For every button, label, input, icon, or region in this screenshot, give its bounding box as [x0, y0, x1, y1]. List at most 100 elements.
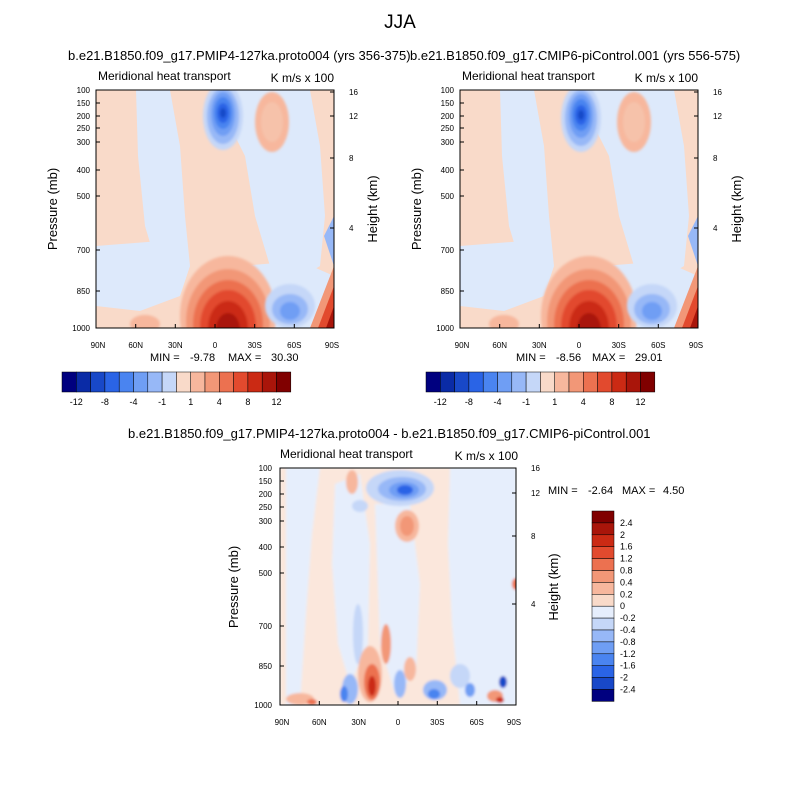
- colorbar-swatch: [497, 371, 513, 393]
- colorbar-label: 8: [245, 397, 250, 406]
- panel-2-min-label: MIN =: [516, 352, 546, 364]
- y-tick: 1000: [436, 324, 454, 333]
- colorbar-swatch: [591, 546, 615, 559]
- y2-tick: 4: [713, 224, 718, 233]
- panel-2-title: b.e21.B1850.f09_g17.CMIP6-piControl.001 …: [410, 48, 741, 63]
- y-tick: 150: [77, 99, 91, 108]
- panel-1-max-value: 30.30: [271, 352, 299, 364]
- y-tick: 250: [77, 124, 91, 133]
- y2-tick: 8: [349, 154, 354, 163]
- panel-3-ylabel: Pressure (mb): [226, 546, 241, 628]
- y-tick: 300: [77, 138, 91, 147]
- colorbar-label: 12: [271, 397, 281, 406]
- colorbar-swatch: [104, 371, 120, 393]
- panel-1-max-label: MAX =: [228, 352, 261, 364]
- panel-3-title: b.e21.B1850.f09_g17.PMIP4-127ka.proto004…: [128, 426, 651, 441]
- panel-3-max-label: MAX =: [622, 485, 655, 497]
- colorbar-label: 0.4: [620, 577, 633, 587]
- y-tick: 700: [259, 622, 273, 631]
- panel-3-y-ticks: 100 150 200 250 300 400 500 700 850 1000: [254, 464, 284, 710]
- y-tick: 850: [441, 287, 455, 296]
- colorbar-swatch: [611, 371, 627, 393]
- x-tick: 30N: [532, 341, 547, 350]
- colorbar-swatch: [591, 665, 615, 678]
- colorbar-label: -8: [101, 397, 109, 406]
- x-tick: 90N: [275, 718, 290, 727]
- panel-3-left-label: Meridional heat transport: [280, 447, 413, 461]
- colorbar-swatch: [190, 371, 206, 393]
- panel-1-chart: Meridional heat transport K m/s x 100: [45, 69, 380, 406]
- x-tick: 60S: [651, 341, 665, 350]
- panel-1-left-label: Meridional heat transport: [98, 69, 231, 83]
- colorbar-swatch: [90, 371, 106, 393]
- panel-2-y2label: Height (km): [729, 175, 744, 242]
- panel-2-right-label: K m/s x 100: [635, 71, 699, 85]
- colorbar-label: 0: [620, 601, 625, 611]
- x-tick: 60S: [470, 718, 484, 727]
- y-tick: 400: [77, 166, 91, 175]
- x-tick: 0: [213, 341, 218, 350]
- colorbar-swatch: [591, 677, 615, 690]
- colorbar-swatch: [233, 371, 249, 393]
- colorbar-swatch: [625, 371, 641, 393]
- panel-1-x-ticks: 90N 60N 30N 0 30S 60S 90S: [91, 324, 339, 350]
- y-tick: 300: [259, 517, 273, 526]
- y-tick: 150: [441, 99, 455, 108]
- colorbar-swatch: [591, 641, 615, 655]
- colorbar-swatch: [568, 371, 584, 393]
- colorbar-label: -0.2: [620, 613, 636, 623]
- y-tick: 100: [259, 464, 273, 473]
- y-tick: 500: [77, 192, 91, 201]
- y2-tick: 16: [531, 464, 540, 473]
- y-tick: 200: [441, 112, 455, 121]
- panel-1-ylabel: Pressure (mb): [45, 168, 60, 250]
- colorbar-swatch: [482, 371, 498, 393]
- panel-1-colorbar: -12 -8 -4 -1 1 4 8 12: [61, 371, 292, 406]
- y-tick: 150: [259, 477, 273, 486]
- colorbar-label: 2: [620, 530, 625, 540]
- panel-2-field: [460, 90, 698, 328]
- y2-tick: 12: [531, 489, 540, 498]
- y-tick: 200: [259, 490, 273, 499]
- y2-tick: 12: [349, 112, 358, 121]
- colorbar-label: 4: [217, 397, 222, 406]
- colorbar-swatch: [440, 371, 455, 393]
- colorbar-label: -12: [434, 397, 447, 406]
- panel-1-right-label: K m/s x 100: [271, 71, 335, 85]
- colorbar-swatch: [133, 371, 149, 393]
- panel-3-right-label: K m/s x 100: [455, 449, 519, 463]
- colorbar-label: -1.6: [620, 661, 636, 671]
- colorbar-label: 1.2: [620, 554, 633, 564]
- panel-2-x-ticks: 90N 60N 30N 0 30S 60S 90S: [455, 324, 703, 350]
- colorbar-swatch: [219, 371, 234, 393]
- x-tick: 60N: [492, 341, 507, 350]
- panel-3-colorbar: 2.4 2 1.6 1.2 0.80.4 0.2 0 -0.2 -0.4 -0.8 -1.2 -1.6…: [591, 510, 636, 702]
- colorbar-swatch: [61, 371, 77, 393]
- panel-1-title: b.e21.B1850.f09_g17.PMIP4-127ka.proto004…: [68, 48, 411, 63]
- y2-tick: 4: [531, 600, 536, 609]
- y-tick: 100: [77, 86, 91, 95]
- y-tick: 700: [441, 246, 455, 255]
- panel-3-chart: Meridional heat transport K m/s x 100: [226, 447, 684, 727]
- colorbar-label: -4: [129, 397, 137, 406]
- x-tick: 90S: [507, 718, 521, 727]
- colorbar-swatch: [261, 371, 277, 393]
- panel-3-y2-ticks: 16 12 8 4: [512, 464, 540, 609]
- colorbar-swatch: [276, 371, 292, 393]
- y-tick: 500: [259, 569, 273, 578]
- x-tick: 90S: [325, 341, 339, 350]
- panel-3-max-value: 4.50: [663, 485, 684, 497]
- y-tick: 850: [77, 287, 91, 296]
- colorbar-label: 1.6: [620, 542, 633, 552]
- panel-2-max-value: 29.01: [635, 352, 663, 364]
- y2-tick: 8: [531, 532, 536, 541]
- colorbar-swatch: [425, 371, 441, 393]
- colorbar-swatch: [591, 522, 615, 536]
- colorbar-label: 1: [188, 397, 193, 406]
- y-tick: 500: [441, 192, 455, 201]
- x-tick: 90N: [455, 341, 470, 350]
- panel-3-field: [280, 468, 516, 705]
- colorbar-label: -0.8: [620, 637, 636, 647]
- panel-2-ylabel: Pressure (mb): [409, 168, 424, 250]
- colorbar-label: 4: [581, 397, 586, 406]
